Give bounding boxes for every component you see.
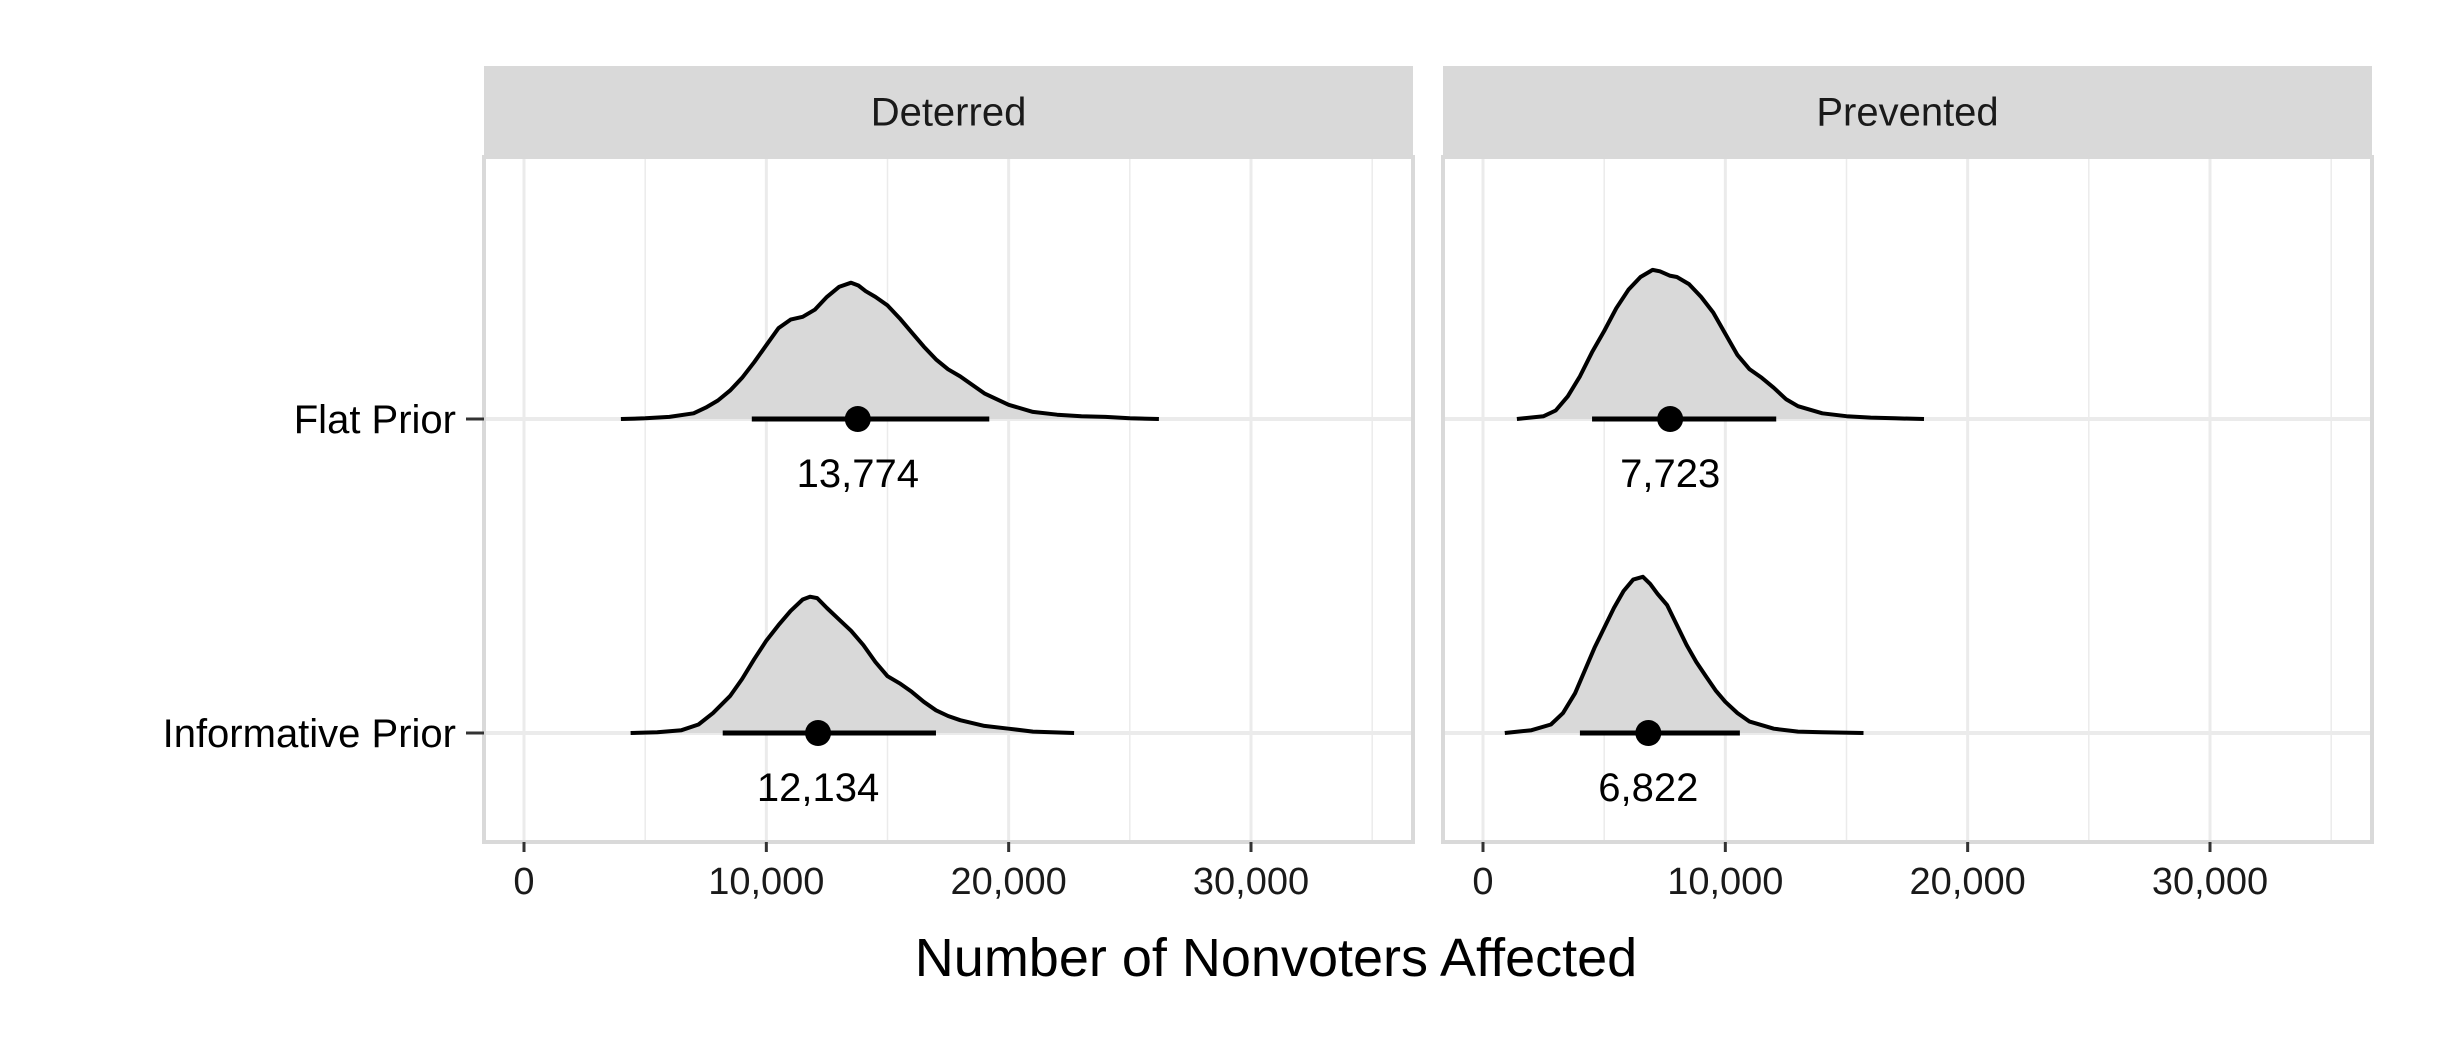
series-informative-prior: 12,134 [630, 594, 1075, 810]
x-tick-label: 20,000 [951, 861, 1067, 903]
density-line [620, 280, 1159, 421]
facet-strip-label: Deterred [871, 91, 1027, 135]
panel-background [1443, 157, 2372, 842]
x-tick-label: 30,000 [1193, 861, 1309, 903]
y-tick-label: Informative Prior [163, 712, 456, 756]
density-line [1516, 267, 1925, 421]
facet-strip-label: Prevented [1816, 91, 1998, 135]
y-tick-label: Flat Prior [294, 398, 456, 442]
x-tick-label: 0 [513, 861, 534, 903]
series-flat-prior: 13,774 [620, 280, 1159, 496]
density-area [630, 596, 1075, 733]
point-label: 12,134 [757, 766, 879, 810]
panel-deterred: Deterred 13,774 12,134 0 10,000 20,000 30,000 [482, 66, 1415, 903]
facet-strip [484, 66, 1413, 157]
panel-prevented: Prevented 7,723 6,822 0 10,000 20,000 30,000 [1441, 66, 2374, 903]
series-informative-prior: 6,822 [1504, 574, 1864, 810]
density-area [620, 282, 1159, 419]
panel-background [484, 157, 1413, 842]
point-estimate [805, 720, 832, 746]
x-tick-label: 0 [1472, 861, 1493, 903]
point-label: 13,774 [797, 452, 919, 496]
point-label: 7,723 [1620, 452, 1720, 496]
row-labels: Flat Prior Informative Prior [163, 398, 484, 756]
point-estimate [1635, 720, 1662, 746]
density-line [630, 594, 1075, 735]
x-tick-label: 20,000 [1910, 861, 2026, 903]
x-axis-title: Number of Nonvoters Affected [915, 928, 1637, 988]
point-estimate [1657, 406, 1684, 432]
x-tick-label: 10,000 [708, 861, 824, 903]
facet-strip [1443, 66, 2372, 157]
panel-border [1441, 155, 2374, 844]
density-line [1504, 574, 1864, 735]
point-label: 6,822 [1598, 766, 1698, 810]
panel-border [482, 155, 1415, 844]
x-tick-label: 30,000 [2152, 861, 2268, 903]
point-estimate [844, 406, 871, 432]
series-flat-prior: 7,723 [1516, 267, 1925, 496]
x-tick-label: 10,000 [1667, 861, 1783, 903]
density-area [1504, 576, 1864, 733]
